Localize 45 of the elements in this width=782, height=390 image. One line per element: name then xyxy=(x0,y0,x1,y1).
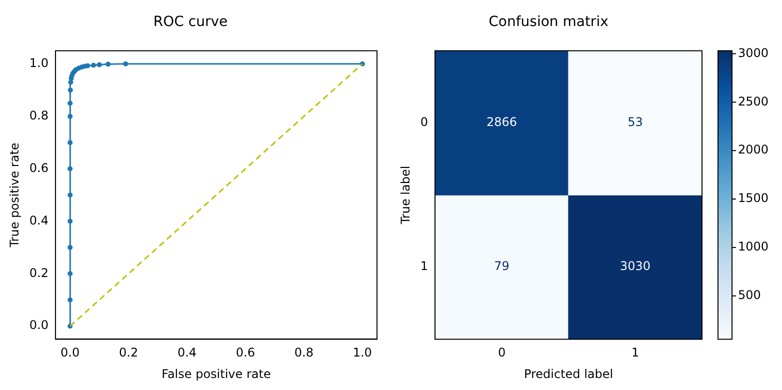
point xyxy=(68,114,73,119)
y-tick-label: 1.0 xyxy=(29,56,48,70)
point xyxy=(68,100,73,106)
point xyxy=(123,61,128,66)
point xyxy=(90,62,96,68)
x-tick-label: 1 xyxy=(631,346,640,360)
x-tick-label: 0.2 xyxy=(119,346,138,360)
point xyxy=(96,62,102,68)
chart-title: ROC curve xyxy=(153,14,228,30)
x-tick-label: 1.0 xyxy=(352,346,372,360)
point xyxy=(68,140,73,146)
data-label: 53 xyxy=(628,115,643,130)
y-tick-label: 0.4 xyxy=(29,213,48,228)
x-tick-label: 0.0 xyxy=(60,346,80,360)
point xyxy=(68,166,73,172)
color-bar-label: 1500 xyxy=(738,191,769,206)
data-label: 79 xyxy=(494,259,510,274)
x-tick-label: 0 xyxy=(498,346,506,360)
color-bar-label: 1000 xyxy=(738,240,769,254)
y-tick-label: 0.6 xyxy=(29,160,48,175)
color-bar-label: 2000 xyxy=(738,142,769,157)
y-axis-title: True positive rate xyxy=(7,142,22,248)
color-bar-label: 3000 xyxy=(738,46,769,60)
point xyxy=(106,62,111,67)
point xyxy=(68,271,73,276)
color-bar-label: 2500 xyxy=(738,94,769,108)
data-label: 2866 xyxy=(486,115,518,130)
point xyxy=(68,192,73,198)
x-tick-label: 0.6 xyxy=(236,346,256,360)
x-tick-label: 0.8 xyxy=(294,346,314,360)
data-label: 3030 xyxy=(620,259,651,274)
point xyxy=(68,244,73,250)
color-bar-label: 500 xyxy=(738,288,761,302)
y-tick-label: 0.0 xyxy=(29,318,48,332)
chart-title: Confusion matrix xyxy=(488,14,608,30)
y-tick-label: 0.2 xyxy=(29,266,48,280)
point xyxy=(85,63,90,68)
point xyxy=(68,88,73,93)
point xyxy=(68,218,73,224)
x-axis-title: False positive rate xyxy=(162,366,271,381)
y-tick-label: 0.8 xyxy=(29,108,48,122)
y-axis-title: True label xyxy=(398,166,412,226)
point xyxy=(68,297,73,302)
x-axis-title: Predicted label xyxy=(524,366,614,381)
x-tick-label: 0.4 xyxy=(177,346,197,360)
